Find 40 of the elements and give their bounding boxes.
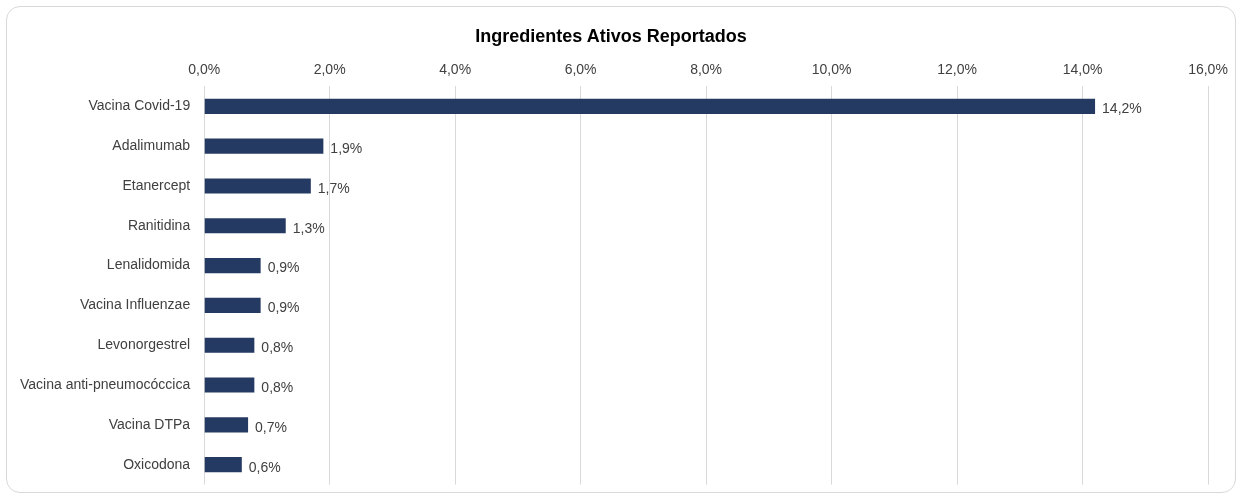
x-tick-label: 10,0% bbox=[811, 60, 852, 77]
x-tick-label: 14,0% bbox=[1062, 60, 1103, 77]
x-tick-label: 2,0% bbox=[313, 60, 346, 77]
y-tick-label: Oxicodona bbox=[123, 455, 191, 472]
data-label: 0,8% bbox=[261, 378, 294, 395]
y-tick-label: Vacina DTPa bbox=[108, 415, 191, 432]
x-tick-label: 6,0% bbox=[564, 60, 597, 77]
bar bbox=[204, 417, 249, 433]
data-label: 14,2% bbox=[1102, 100, 1142, 117]
data-label: 1,9% bbox=[330, 139, 363, 156]
x-tick-label: 16,0% bbox=[1188, 60, 1228, 77]
y-tick-label: Levonorgestrel bbox=[97, 336, 191, 353]
x-tick-label: 8,0% bbox=[690, 60, 723, 77]
x-tick-label: 12,0% bbox=[937, 60, 977, 77]
chart-title: Ingredientes Ativos Reportados bbox=[475, 25, 747, 46]
data-label: 0,9% bbox=[267, 259, 300, 276]
data-label: 0,6% bbox=[248, 458, 281, 475]
bar bbox=[204, 98, 1096, 114]
x-tick-label: 0,0% bbox=[188, 60, 221, 77]
y-tick-label: Vacina Covid-19 bbox=[88, 97, 191, 114]
bar bbox=[204, 138, 324, 154]
data-label: 1,7% bbox=[317, 179, 350, 196]
data-label: 0,9% bbox=[267, 299, 300, 316]
bar bbox=[204, 218, 286, 234]
y-tick-label: Vacina Influenzae bbox=[79, 296, 191, 313]
bar bbox=[204, 258, 261, 274]
data-label: 0,7% bbox=[255, 418, 288, 435]
bar bbox=[204, 178, 311, 194]
x-tick-label: 4,0% bbox=[439, 60, 472, 77]
y-tick-label: Vacina anti-pneumocóccica bbox=[20, 375, 191, 392]
data-label: 1,3% bbox=[292, 219, 325, 236]
y-tick-label: Etanercept bbox=[122, 176, 191, 193]
bar bbox=[204, 297, 261, 313]
bar bbox=[204, 377, 255, 393]
bar bbox=[204, 457, 242, 473]
y-tick-label: Lenalidomida bbox=[106, 256, 191, 273]
bar bbox=[204, 337, 255, 353]
y-tick-label: Ranitidina bbox=[127, 216, 191, 233]
data-label: 0,8% bbox=[261, 339, 294, 356]
y-tick-label: Adalimumab bbox=[112, 136, 191, 153]
